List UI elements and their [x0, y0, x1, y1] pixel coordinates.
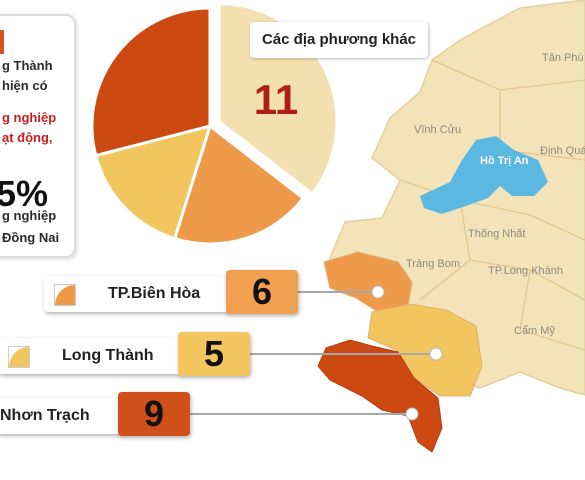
info-line-1: g Thành: [2, 58, 53, 73]
data-label-bienhoa: 6: [226, 270, 298, 314]
leader-dot-longthanh: [429, 347, 443, 361]
map-nhontrach-region: [317, 339, 443, 453]
map-label-long-khanh: TP.Long Khánh: [488, 265, 564, 277]
data-label-other: 11: [253, 76, 299, 123]
map-longthanh-region: [367, 303, 483, 397]
map-label-ho-tri-an: Hồ Trị An: [480, 155, 529, 167]
callout-leaders: [190, 285, 443, 421]
leader-dot-nhontrach: [405, 407, 419, 421]
pie-slice-icon: [54, 284, 76, 306]
map-label-tan-phu: Tân Phú: [542, 52, 584, 64]
info-line-3: g nghiệp: [2, 110, 57, 125]
category-label-longthanh: Long Thành: [62, 347, 154, 364]
ho-tri-an-lake: [420, 136, 548, 214]
map-label-cam-my: Cẩm Mỹ: [514, 325, 555, 337]
info-line-5: g nghiệp: [2, 208, 57, 223]
info-box: g Thành hiện có g nghiệp ạt động, 5% g n…: [0, 14, 76, 258]
callout-longthanh: Long Thành: [0, 338, 182, 374]
category-label-bienhoa: TP.Biên Hòa: [108, 285, 201, 302]
pie-slice-nhontrach: [90, 6, 212, 158]
dong-nai-map: [317, 0, 585, 453]
map-label-trang-bom: Trảng Bom: [406, 258, 461, 270]
info-box-tab: [0, 30, 4, 54]
category-label-other: Các địa phương khác: [250, 22, 428, 58]
map-label-dinh-quan: Định Quán: [540, 145, 585, 157]
map-label-vinh-cuu: Vĩnh Cửu: [414, 124, 462, 136]
data-label-longthanh: 5: [178, 332, 250, 376]
category-label-nhontrach: Nhơn Trạch: [0, 407, 90, 424]
leader-dot-bienhoa: [371, 285, 385, 299]
pie-slice-longthanh: [93, 123, 213, 241]
info-line-4: ạt động,: [2, 130, 53, 145]
pie-slice-icon: [8, 346, 30, 368]
info-line-6: Đồng Nai: [2, 230, 60, 245]
data-label-nhontrach: 9: [118, 392, 190, 436]
callout-nhontrach: Nhơn Trạch: [0, 398, 122, 434]
pie-slice-bienhoa: [172, 123, 306, 246]
callout-bienhoa: TP.Biên Hòa: [44, 276, 230, 312]
info-percent: 5%: [0, 173, 49, 214]
map-label-thong-nhat: Thống Nhất: [468, 228, 526, 240]
info-line-2: hiện có: [2, 78, 48, 93]
